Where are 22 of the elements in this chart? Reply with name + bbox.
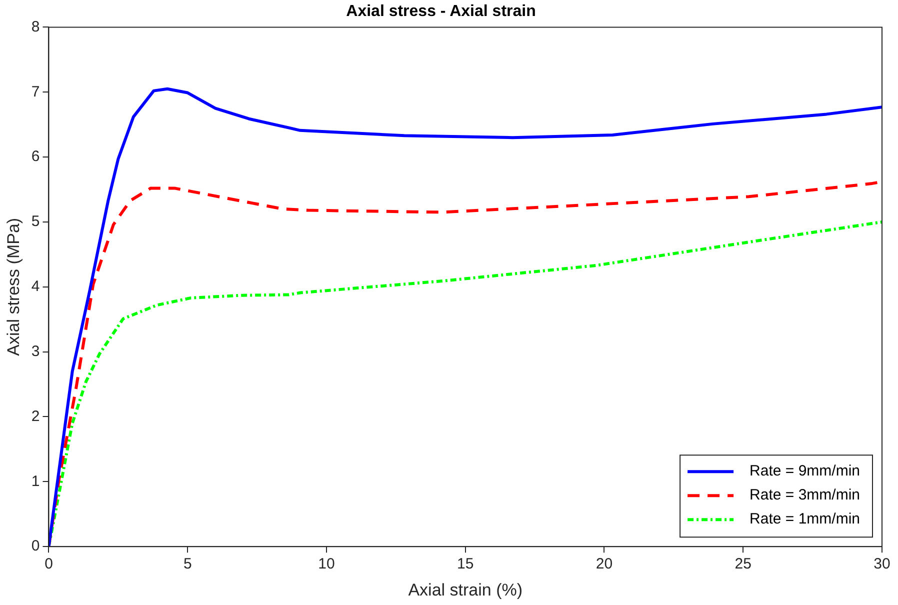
x-tick-label: 5 [183,556,192,573]
y-tick-label: 6 [31,148,40,166]
y-tick-label: 3 [31,342,40,360]
x-tick-label: 30 [874,556,890,573]
y-axis-title: Axial stress (MPa) [4,218,23,356]
y-tick-label: 5 [31,213,40,230]
legend-label: Rate = 9mm/min [750,462,860,480]
x-axis-title: Axial strain (%) [408,580,523,600]
y-tick-label: 7 [31,83,40,100]
x-tick-label: 10 [318,556,335,573]
y-tick-label: 8 [31,18,40,36]
y-tick-label: 0 [31,538,40,555]
x-tick-label: 25 [734,556,752,573]
x-tick-label: 15 [457,556,474,573]
y-tick-label: 1 [31,472,40,490]
x-tick-label: 0 [44,556,53,573]
y-tick-label: 2 [31,408,40,425]
y-tick-label: 4 [31,278,40,296]
legend-label: Rate = 1mm/min [750,510,860,528]
x-tick-label: 20 [596,556,613,573]
chart-title: Axial stress - Axial strain [346,3,536,20]
legend-label: Rate = 3mm/min [750,486,860,504]
